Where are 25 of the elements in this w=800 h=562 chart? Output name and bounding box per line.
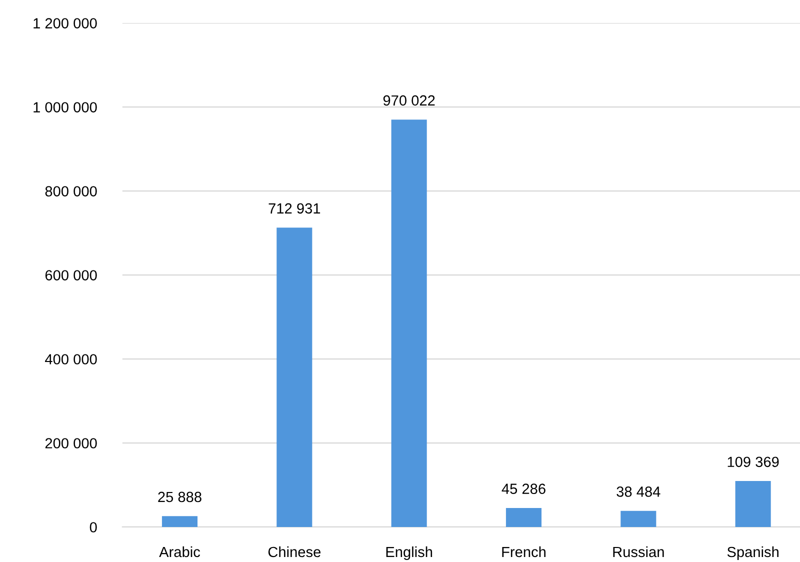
bar [276, 228, 312, 527]
data-label: 38 484 [616, 486, 660, 497]
data-label: 970 022 [383, 95, 435, 106]
bar [162, 516, 198, 527]
y-tick-label: 400 000 [45, 354, 97, 364]
y-tick-label: 1 000 000 [34, 102, 97, 112]
x-tick-label: Spanish [727, 546, 778, 560]
y-tick-label: 600 000 [45, 270, 97, 280]
y-tick-label: 800 000 [45, 186, 97, 196]
data-label: 712 931 [268, 203, 320, 214]
y-tick-label: 0 [90, 522, 97, 532]
data-label: 109 369 [728, 456, 779, 468]
x-tick-label: Russian [613, 546, 664, 558]
y-tick-label: 1 200 000 [34, 18, 97, 28]
bar [391, 120, 427, 527]
data-label: 45 286 [502, 484, 546, 494]
bar [506, 508, 542, 527]
x-tick-label: English [386, 546, 432, 560]
y-tick-label: 200 000 [45, 438, 97, 448]
x-tick-label: Chinese [268, 546, 321, 558]
bar [620, 510, 656, 527]
bar [735, 481, 771, 527]
x-tick-label: Arabic [159, 546, 200, 558]
x-tick-label: French [502, 546, 546, 558]
data-label: 25 888 [158, 492, 202, 502]
